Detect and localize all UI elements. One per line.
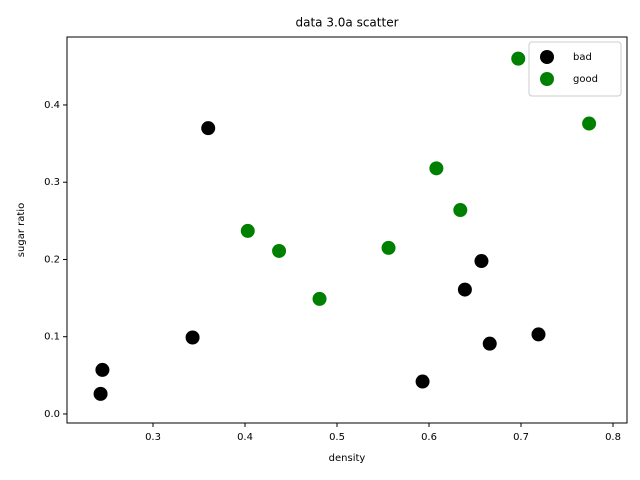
point <box>511 51 526 66</box>
point <box>582 116 597 131</box>
point <box>312 291 327 306</box>
point <box>482 336 497 351</box>
point <box>415 374 430 389</box>
point <box>272 243 287 258</box>
legend-label: good <box>573 74 598 85</box>
point <box>185 330 200 345</box>
y-axis-label: sugar ratio <box>16 203 27 257</box>
x-tick-label: 0.7 <box>513 432 529 443</box>
point <box>381 240 396 255</box>
legend-box <box>528 41 622 97</box>
y-tick-label: 0.4 <box>44 100 60 111</box>
point <box>240 223 255 238</box>
x-tick-label: 0.8 <box>605 432 621 443</box>
x-tick-label: 0.4 <box>237 432 253 443</box>
y-tick-label: 0.0 <box>44 409 60 420</box>
point <box>201 121 216 136</box>
point <box>93 386 108 401</box>
y-tick-label: 0.3 <box>44 177 60 188</box>
point <box>453 203 468 218</box>
point <box>457 282 472 297</box>
x-tick-label: 0.5 <box>329 432 345 443</box>
point <box>429 161 444 176</box>
legend-marker <box>540 50 554 64</box>
chart-title: data 3.0a scatter <box>295 16 398 30</box>
point <box>531 327 546 342</box>
point <box>95 362 110 377</box>
x-tick-label: 0.6 <box>421 432 437 443</box>
x-axis-label: density <box>329 453 366 464</box>
legend-marker <box>540 72 554 86</box>
axes-frame <box>66 36 628 424</box>
y-tick-label: 0.1 <box>44 332 60 343</box>
point <box>474 254 489 269</box>
x-tick-label: 0.3 <box>145 432 161 443</box>
legend-label: bad <box>573 52 592 63</box>
y-tick-label: 0.2 <box>44 254 60 265</box>
